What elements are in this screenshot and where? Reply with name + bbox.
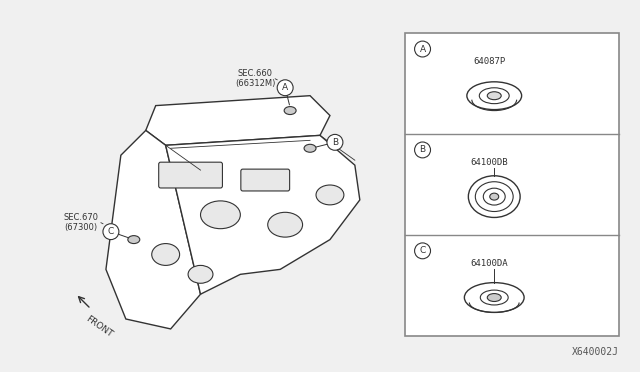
Ellipse shape	[200, 201, 241, 229]
Text: X640002J: X640002J	[572, 347, 619, 357]
Ellipse shape	[476, 182, 513, 212]
Ellipse shape	[483, 188, 505, 205]
Text: B: B	[419, 145, 426, 154]
FancyBboxPatch shape	[241, 169, 290, 191]
Text: A: A	[282, 83, 288, 92]
Ellipse shape	[479, 88, 509, 104]
Circle shape	[103, 224, 119, 240]
Ellipse shape	[152, 244, 180, 265]
Ellipse shape	[128, 235, 140, 244]
Ellipse shape	[465, 283, 524, 312]
Ellipse shape	[490, 193, 499, 200]
Circle shape	[327, 134, 343, 150]
Ellipse shape	[487, 294, 501, 301]
Ellipse shape	[304, 144, 316, 152]
Polygon shape	[166, 135, 360, 294]
FancyBboxPatch shape	[159, 162, 223, 188]
Ellipse shape	[268, 212, 303, 237]
Text: 64100DB: 64100DB	[470, 158, 508, 167]
Text: (67300): (67300)	[65, 223, 98, 232]
Ellipse shape	[468, 176, 520, 218]
Polygon shape	[146, 96, 330, 145]
Text: (66312M): (66312M)	[235, 79, 275, 88]
Polygon shape	[106, 131, 200, 329]
Text: FRONT: FRONT	[84, 314, 114, 339]
Circle shape	[415, 243, 431, 259]
Circle shape	[415, 142, 431, 158]
Bar	[404, 33, 619, 336]
Text: 64087P: 64087P	[473, 57, 506, 66]
Text: 64100DA: 64100DA	[470, 259, 508, 268]
Ellipse shape	[188, 265, 213, 283]
Circle shape	[415, 41, 431, 57]
Text: B: B	[332, 138, 338, 147]
Ellipse shape	[480, 290, 508, 305]
Ellipse shape	[467, 82, 522, 110]
Text: SEC.660: SEC.660	[238, 69, 273, 78]
Text: SEC.670: SEC.670	[63, 213, 99, 222]
Circle shape	[277, 80, 293, 96]
Ellipse shape	[316, 185, 344, 205]
Text: C: C	[108, 227, 114, 236]
Text: C: C	[419, 246, 426, 255]
Ellipse shape	[487, 92, 501, 100]
Text: A: A	[419, 45, 426, 54]
Ellipse shape	[284, 107, 296, 115]
